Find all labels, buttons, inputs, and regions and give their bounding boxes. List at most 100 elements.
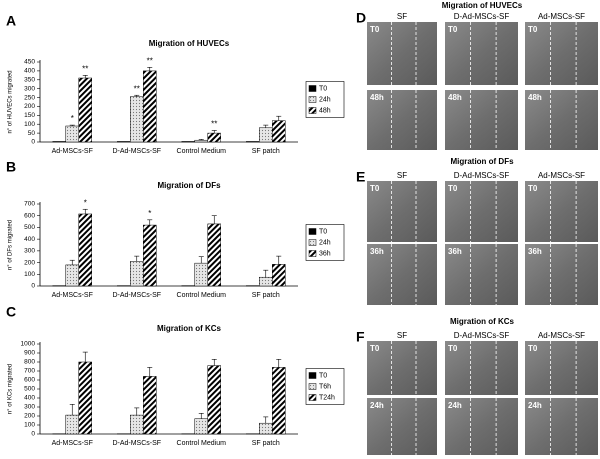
y-tick-label: 100: [24, 422, 35, 429]
bar: [130, 96, 144, 143]
bar: [78, 361, 92, 435]
micrograph: [525, 244, 598, 305]
y-axis-label: n° of DFs migrated: [8, 220, 14, 270]
x-tick-label: SF patch: [252, 440, 280, 447]
bar: [194, 418, 208, 435]
error-bar: [134, 255, 140, 262]
y-tick-label: 100: [24, 271, 35, 278]
legend-swatch: [308, 239, 317, 246]
error-bar: [263, 416, 269, 424]
significance: **: [82, 64, 88, 73]
legend-swatch: [308, 394, 317, 401]
column-header: D-Ad-MSCs-SF: [454, 12, 510, 21]
y-tick-label: 300: [24, 85, 35, 92]
error-bar: [276, 358, 282, 368]
column-header: Ad-MSCs-SF: [538, 12, 585, 21]
y-tick-label: 0: [31, 283, 35, 290]
panel-label: D: [356, 10, 366, 26]
chart-title: Migration of HUVECs: [149, 39, 230, 48]
bar: [52, 141, 66, 143]
micrograph: [367, 341, 437, 395]
error-bar: [211, 130, 217, 134]
micrograph: [367, 90, 437, 150]
y-tick-label: 0: [31, 139, 35, 146]
legend-label: T0: [319, 372, 327, 379]
error-bar: [82, 75, 88, 78]
bar: [78, 213, 92, 287]
legend-swatch: [308, 250, 317, 257]
y-tick-label: 400: [24, 68, 35, 75]
legend-label: 48h: [319, 107, 331, 114]
panel-label: F: [356, 329, 365, 345]
error-bar: [134, 407, 140, 416]
row-label: 24h: [370, 401, 384, 410]
column-header: D-Ad-MSCs-SF: [454, 331, 510, 340]
x-tick-label: D-Ad-MSCs-SF: [112, 440, 161, 447]
panel-label: B: [6, 159, 16, 175]
y-tick-label: 50: [28, 130, 36, 137]
error-bar: [134, 94, 140, 97]
significance: *: [71, 114, 74, 123]
row-label: 48h: [370, 93, 384, 102]
y-tick-label: 300: [24, 404, 35, 411]
micrograph: [445, 90, 518, 150]
y-tick-label: 600: [24, 212, 35, 219]
y-tick-label: 1000: [21, 341, 36, 348]
x-tick-label: D-Ad-MSCs-SF: [112, 292, 161, 299]
significance: **: [134, 84, 140, 93]
x-tick-label: Control Medium: [177, 440, 227, 447]
row-label: T0: [370, 184, 380, 193]
panel-title: Migration of HUVECs: [442, 1, 523, 10]
x-tick-label: SF patch: [252, 148, 280, 155]
x-tick-label: Control Medium: [177, 292, 227, 299]
column-header: Ad-MSCs-SF: [538, 331, 585, 340]
row-label: 24h: [448, 401, 462, 410]
chart-title: Migration of DFs: [157, 181, 221, 190]
bar: [65, 264, 79, 287]
y-tick-label: 500: [24, 224, 35, 231]
error-bar: [211, 215, 217, 224]
bar: [272, 264, 286, 287]
error-bar: [69, 124, 75, 126]
micrograph: [525, 341, 598, 395]
legend-label: T0: [319, 228, 327, 235]
significance: **: [147, 56, 153, 65]
error-bar: [211, 358, 217, 366]
y-tick-label: 700: [24, 201, 35, 208]
legend-swatch: [308, 107, 317, 114]
y-tick-label: 150: [24, 112, 35, 119]
y-axis-label: n° of KCs migrated: [8, 364, 14, 414]
bar: [259, 127, 273, 143]
y-tick-label: 400: [24, 236, 35, 243]
micrograph: [367, 22, 437, 85]
bar: [130, 414, 144, 435]
error-bar: [147, 219, 153, 226]
micrograph: [525, 398, 598, 455]
row-label: 48h: [448, 93, 462, 102]
error-bar: [82, 208, 88, 214]
row-label: T0: [370, 344, 380, 353]
panel-label: A: [6, 13, 16, 29]
row-label: T0: [448, 184, 458, 193]
row-label: 36h: [448, 247, 462, 256]
bar: [78, 77, 92, 143]
significance: *: [148, 209, 151, 218]
panel-title: Migration of DFs: [450, 157, 514, 166]
y-tick-label: 200: [24, 259, 35, 266]
error-bar: [276, 115, 282, 121]
micrograph: [525, 181, 598, 242]
error-bar: [198, 412, 204, 419]
row-label: 24h: [528, 401, 542, 410]
bar: [130, 261, 144, 287]
legend-label: T0: [319, 85, 327, 92]
error-bar: [263, 124, 269, 128]
significance: *: [84, 198, 87, 207]
legend-swatch: [308, 96, 317, 103]
micrograph: [445, 341, 518, 395]
legend-swatch: [308, 372, 317, 379]
bar: [207, 365, 221, 435]
micrograph: [367, 398, 437, 455]
x-tick-label: Ad-MSCs-SF: [52, 148, 93, 155]
legend-label: 24h: [319, 239, 331, 246]
